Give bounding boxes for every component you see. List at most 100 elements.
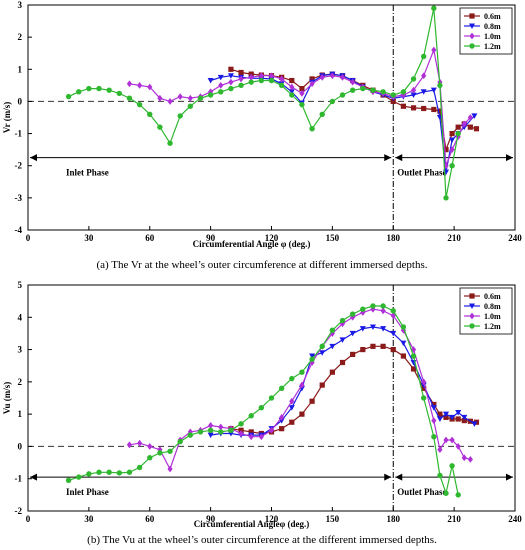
vu-data-point xyxy=(147,455,153,461)
vr-data-point xyxy=(443,162,449,170)
vu-data-point xyxy=(248,433,254,441)
vu-x-tick-label: 150 xyxy=(326,514,340,524)
vr-data-point xyxy=(268,77,275,84)
vu-y-tick-label: 0 xyxy=(18,441,23,451)
vr-caption: (a) The Vr at the wheel’s outer circumfe… xyxy=(96,259,427,271)
vr-data-point xyxy=(449,163,455,169)
vr-chart-panel: Circumferential Angle φ (deg.) Vr (m/s) … xyxy=(2,0,522,271)
vr-data-point xyxy=(126,95,133,101)
vr-data-point xyxy=(248,79,254,85)
vr-data-point xyxy=(157,124,163,130)
vr-data-point xyxy=(218,81,224,89)
vr-x-tick-label: 150 xyxy=(326,233,340,243)
vr-legend-marker xyxy=(469,43,475,49)
vr-data-point xyxy=(157,94,163,102)
vr-data-point xyxy=(289,92,295,98)
vu-x-tick-label: 30 xyxy=(84,514,94,524)
vr-data-point xyxy=(421,72,427,80)
vr-y-axis-label: Vr (m/s) xyxy=(2,102,12,133)
vu-data-point xyxy=(455,492,461,498)
vu-series-line xyxy=(230,345,477,435)
vr-phase-label: Outlet Phase xyxy=(397,168,446,178)
vu-data-point xyxy=(228,427,234,433)
vr-data-point xyxy=(137,81,143,89)
vu-series-1.0m xyxy=(126,305,473,473)
vr-y-tick-label: 3 xyxy=(18,0,23,10)
vr-data-point xyxy=(167,140,173,146)
vu-data-point xyxy=(279,426,285,432)
vu-data-point xyxy=(350,351,356,358)
vu-y-tick-label: 1 xyxy=(18,409,23,419)
vu-data-point xyxy=(380,343,386,349)
vu-caption: (b) The Vu at the wheel’s outer circumfe… xyxy=(87,534,437,546)
vr-data-point xyxy=(467,114,473,121)
vr-data-point xyxy=(319,73,325,81)
vu-data-point xyxy=(218,423,224,431)
vr-legend-entry: 1.0m xyxy=(484,32,501,41)
vr-legend-marker xyxy=(469,23,475,29)
vu-data-point xyxy=(126,441,133,449)
vu-data-point xyxy=(329,343,336,350)
vr-data-point xyxy=(218,89,224,95)
vu-y-tick-label: 3 xyxy=(18,345,23,355)
vu-data-point xyxy=(309,353,316,360)
vu-data-point xyxy=(449,436,455,444)
vu-data-point xyxy=(339,320,346,328)
vu-data-point xyxy=(248,413,254,419)
vu-legend-entry: 1.2m xyxy=(484,322,501,331)
vr-x-tick-label: 210 xyxy=(447,233,461,243)
vu-data-point xyxy=(437,411,443,417)
vr-series-1.0m xyxy=(126,46,473,170)
vr-phase-arrowhead xyxy=(384,154,392,162)
vr-data-point xyxy=(380,89,386,95)
vr-y-tick-label: -2 xyxy=(15,161,23,171)
vu-data-point xyxy=(329,327,336,333)
vr-data-point xyxy=(349,87,356,93)
vr-data-point xyxy=(400,103,406,109)
vu-y-tick-label: 4 xyxy=(18,312,23,322)
vr-data-point xyxy=(299,89,305,97)
vr-data-point xyxy=(136,101,143,108)
vu-series-line xyxy=(68,305,459,496)
vr-data-point xyxy=(207,78,214,84)
vu-data-point xyxy=(208,422,214,429)
vr-data-point xyxy=(350,78,356,86)
vu-data-point xyxy=(197,429,204,435)
vu-data-point xyxy=(380,303,386,309)
vu-data-point xyxy=(461,454,467,462)
vr-data-point xyxy=(177,93,183,101)
vu-data-point xyxy=(437,446,443,454)
vr-series-1.2m xyxy=(65,5,461,201)
vu-data-point xyxy=(167,448,173,454)
vu-data-point xyxy=(289,375,295,382)
vr-data-point xyxy=(187,94,193,102)
vr-legend-entry: 0.8m xyxy=(484,22,501,31)
vu-x-tick-label: 60 xyxy=(145,514,155,524)
vu-data-point xyxy=(431,434,437,440)
vu-data-point xyxy=(218,429,224,435)
vu-data-point xyxy=(410,353,417,359)
vu-data-point xyxy=(258,433,264,441)
vu-y-tick-label: 5 xyxy=(18,280,23,290)
vu-data-point xyxy=(207,427,214,433)
vu-data-point xyxy=(177,438,183,445)
vr-data-point xyxy=(390,98,396,105)
vr-data-point xyxy=(147,83,153,91)
vr-data-point xyxy=(208,88,214,96)
vr-data-point xyxy=(288,89,295,95)
vr-data-point xyxy=(339,92,346,98)
vr-data-point xyxy=(461,120,467,128)
vr-data-point xyxy=(360,85,366,92)
vu-y-tick-label: -1 xyxy=(15,474,23,484)
vu-phase-label: Inlet Phase xyxy=(66,487,109,497)
vu-data-point xyxy=(268,395,275,401)
vu-data-point xyxy=(400,353,406,359)
vr-data-point xyxy=(437,82,443,89)
vu-data-point xyxy=(431,417,437,424)
vu-phase-label: Outlet Phase xyxy=(397,487,446,497)
vu-series-1.2m xyxy=(65,303,461,498)
vr-data-point xyxy=(471,113,478,119)
vr-data-point xyxy=(177,113,183,119)
vr-x-tick-label: 180 xyxy=(387,233,401,243)
